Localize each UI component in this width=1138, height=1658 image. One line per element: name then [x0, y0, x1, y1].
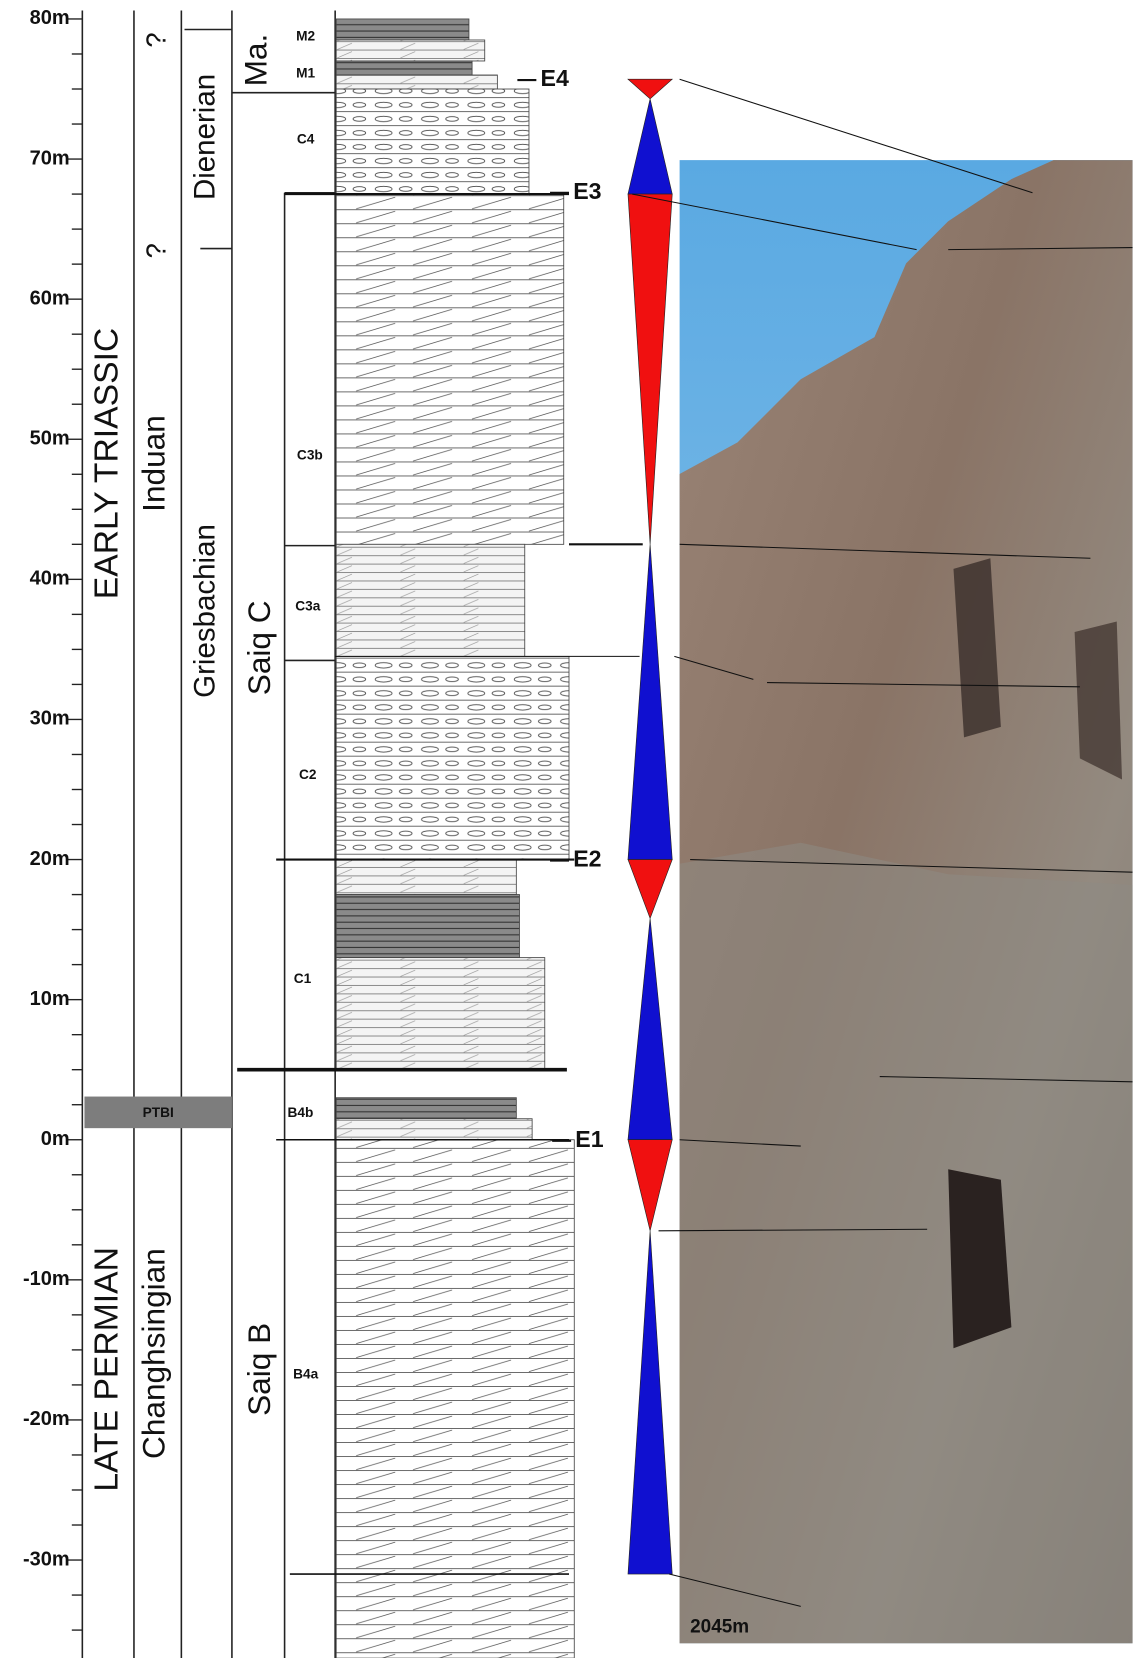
outcrop-photo — [679, 160, 1133, 1644]
correlation-line — [690, 859, 1133, 873]
formation-label: Saiq C — [241, 600, 277, 695]
spacer — [237, 1127, 248, 1128]
correlation-line — [679, 78, 1033, 194]
axis-tick-label: 50m — [30, 428, 70, 450]
axis-tick-label: -20m — [23, 1408, 70, 1430]
sequence-triangle — [627, 78, 674, 100]
formation-label: Ma. — [238, 34, 274, 87]
bed — [335, 1097, 517, 1120]
bed — [335, 39, 486, 62]
bed — [335, 1139, 575, 1658]
sequence-triangle — [627, 859, 673, 920]
stage-label: Changhsingian — [135, 1248, 171, 1459]
unit-label: B4b — [287, 1105, 313, 1120]
system-label: LATE PERMIAN — [88, 1247, 126, 1492]
bed — [335, 543, 526, 657]
event-label: E2 — [573, 846, 601, 872]
bed — [335, 1118, 533, 1141]
unit-label: C3a — [295, 598, 320, 613]
sequence-triangle — [627, 98, 673, 195]
correlation-line — [948, 247, 1133, 251]
formation-label: Saiq B — [241, 1323, 277, 1416]
unit-label: B4a — [293, 1366, 318, 1381]
correlation-line — [632, 193, 917, 251]
unit-label: M2 — [296, 28, 315, 43]
sequence-triangle — [627, 918, 673, 1141]
shadow — [1074, 621, 1123, 780]
stage-query: ? — [140, 243, 171, 258]
correlation-line — [658, 1228, 928, 1232]
event-label: E3 — [573, 178, 601, 204]
axis-tick-label: 70m — [30, 147, 70, 169]
unit-label: C1 — [294, 971, 312, 986]
stage-query: ? — [140, 32, 171, 47]
event-label: E1 — [575, 1126, 603, 1152]
stage-label: Induan — [135, 415, 171, 512]
unit-label: C4 — [297, 132, 315, 147]
bed — [335, 859, 517, 895]
sequence-triangle — [627, 193, 673, 545]
sequence-triangle — [627, 544, 673, 860]
cave — [948, 1169, 1012, 1349]
unit-label: C3b — [297, 448, 323, 463]
axis-tick-label: 10m — [30, 988, 70, 1010]
sequence-triangle — [627, 1139, 673, 1231]
substage-label: Dienerian — [188, 74, 221, 200]
axis-tick-label: 30m — [30, 708, 70, 730]
system-label: EARLY TRIASSIC — [88, 328, 126, 599]
sequence-triangle — [627, 1230, 673, 1575]
axis-tick-label: -10m — [23, 1268, 70, 1290]
bed — [335, 894, 520, 959]
substage-label: Griesbachian — [188, 524, 221, 698]
axis-tick-label: 60m — [30, 287, 70, 309]
axis-tick-label: 80m — [30, 7, 70, 29]
correlation-line — [668, 1573, 801, 1607]
correlation-line — [767, 682, 1080, 688]
bed — [335, 88, 530, 195]
event-label: E4 — [541, 65, 569, 91]
ptbi-band — [84, 1096, 232, 1129]
correlation-line — [879, 1076, 1133, 1083]
bed — [335, 18, 470, 41]
boundary-label: PTBI — [143, 1105, 174, 1120]
shadow — [953, 558, 1001, 738]
bed — [335, 60, 473, 76]
axis-tick-label: 0m — [41, 1128, 70, 1150]
bed — [335, 74, 498, 90]
unit-label: M1 — [296, 65, 315, 80]
correlation-line — [674, 655, 754, 680]
correlation-line — [679, 543, 1091, 559]
axis-tick-label: 40m — [30, 568, 70, 590]
axis-tick-label: -30m — [23, 1548, 70, 1570]
photo-caption: 2045m — [690, 1616, 749, 1637]
correlation-line — [679, 1139, 801, 1147]
axis-tick-label: 20m — [30, 848, 70, 870]
unit-label: C2 — [299, 767, 317, 782]
bed — [335, 957, 546, 1071]
slope — [679, 842, 1133, 1644]
bed — [335, 193, 565, 545]
column-frame — [81, 10, 336, 1658]
bed — [335, 655, 570, 860]
